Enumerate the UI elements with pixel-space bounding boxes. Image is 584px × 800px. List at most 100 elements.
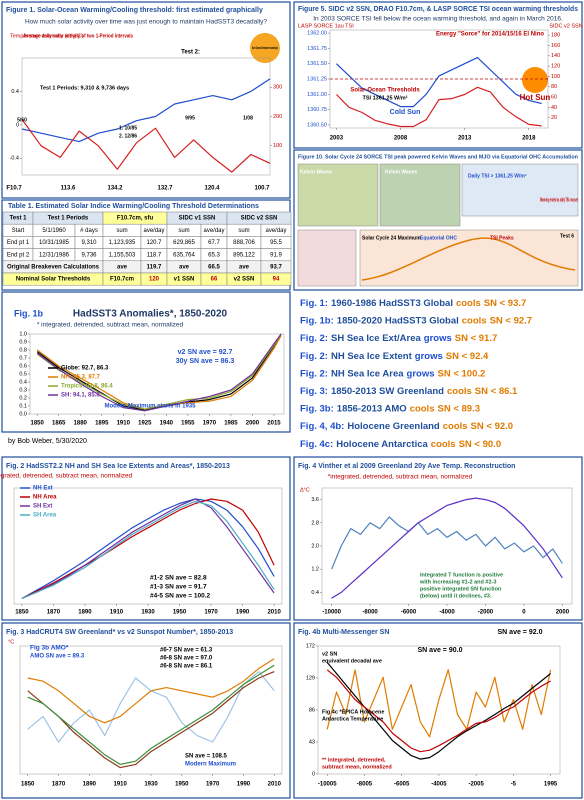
finding-part: SN < 86.1 (475, 386, 518, 397)
x-tick-label: 1910 (110, 610, 124, 616)
annotation: F10.7 (6, 186, 22, 192)
y-tick-label: 0.1 (19, 403, 27, 409)
table-text: 66 (211, 277, 218, 283)
table-text: sum (116, 228, 127, 234)
x-tick-label: 1880 (74, 421, 88, 427)
x-tick-label: 1990 (236, 610, 250, 616)
y-tick-label: 0.4 (11, 89, 19, 95)
x-tick-label: 1950 (173, 610, 187, 616)
series-line (27, 658, 275, 724)
table-text: 635,764 (173, 252, 195, 258)
x-tick-label: 1985 (224, 421, 238, 427)
series-line (21, 498, 275, 600)
sun-icon (250, 33, 280, 63)
y-axis-label: Temperature anomaly (deg C) (10, 33, 83, 39)
y-tick-label: 0.4 (19, 379, 27, 385)
author: by Bob Weber, 5/30/2020 (8, 438, 87, 445)
table-text: 1,123,935 (109, 240, 136, 246)
finding-part: cools (462, 315, 487, 326)
table-text: Original Breakeven Calculations (7, 264, 100, 270)
x-tick-label: 1995 (544, 782, 558, 788)
x-tick-label: 1970 (203, 421, 217, 427)
annotation: Modern Maximum (185, 762, 236, 768)
x-tick-label: 0 (522, 610, 526, 616)
y-tick-label: 1361.00 (307, 92, 327, 98)
table-text: 10/31/1985 (39, 240, 70, 246)
table-text: Test 1 (10, 216, 28, 222)
annotation: 1. 10/85 (119, 125, 137, 131)
annotation: SN ave = 108.5 (185, 754, 228, 760)
table-text: ave/day (265, 228, 286, 234)
annotation: Test 2: (181, 50, 200, 56)
annotation: 113.6 (61, 186, 76, 192)
chart-subtitle: * integrated, detrended, subtract mean, … (37, 322, 184, 329)
x-tick-label: -2000 (478, 610, 494, 616)
annotation: (below) until it declines, #3. (420, 593, 492, 599)
y-tick-label: 1360.50 (307, 122, 327, 128)
annotation: Test 1 Periods: 9,310 & 9,736 days (40, 85, 129, 91)
chart-title: Fig. 3 HadCRUT4 SW Greenland* vs v2 Suns… (6, 629, 233, 636)
fig4b-panel (293, 622, 583, 799)
finding: Fig. 1b: 1850-2020 HadSST3 Global cools SN … (300, 315, 532, 326)
table-text: 120 (149, 277, 160, 283)
x-tick-label: 1970 (204, 610, 218, 616)
y-tick-label: 3.6 (311, 497, 319, 503)
y2-tick-label: 40 (551, 105, 557, 111)
chart-title: HadSST3 Anomalies*, 1850-2020 (73, 309, 228, 320)
y-tick-label: 1.2 (311, 567, 319, 573)
y-axis-label: °C (8, 639, 14, 645)
finding-part: Fig. 2: (300, 350, 328, 361)
y-tick-label: 1362.00 (307, 31, 327, 37)
y-tick-label: 86 (309, 707, 315, 713)
y2-tick-label: 140 (551, 53, 560, 59)
finding-part: SN < 92.0 (471, 421, 514, 432)
table-text: 94 (273, 277, 280, 283)
x-tick-label: 1895 (95, 421, 109, 427)
x-tick-label: 2003 (330, 136, 344, 142)
finding-part: cools (443, 421, 468, 432)
x-tick-label: -6000 (401, 610, 417, 616)
table-text: sum (178, 228, 189, 234)
annotation: subtract mean, normalized (322, 764, 392, 770)
annotation: positive integrated SN function (420, 586, 502, 592)
annotation: 9/95 (185, 115, 195, 121)
y-tick-label: 0.7 (19, 355, 27, 361)
finding-part: 1960-1986 HadSST3 Global (331, 298, 453, 309)
table-text: 66.5 (208, 264, 220, 270)
annotation: equivalent decadal ave (322, 658, 382, 664)
y-tick-label: 1361.75 (307, 46, 327, 52)
x-tick-label: 2010 (267, 610, 281, 616)
legend-label: SH Area (33, 513, 57, 519)
x-tick-label: 1865 (52, 421, 66, 427)
annotation: ** integrated, detrended, (322, 757, 386, 763)
finding-part: cools (410, 403, 435, 414)
y-tick-label: 0.0 (19, 411, 27, 417)
y2-tick-label: 80 (551, 84, 557, 90)
legend-label: SH Ext (33, 504, 52, 510)
chart-title: Fig. 4b Multi-Messenger SN (298, 629, 389, 636)
table-text: 119.7 (147, 264, 162, 270)
fig10-label: Kelvin Waves (300, 169, 332, 175)
annotation: AMO SN ave = 89.3 (30, 654, 85, 660)
y2-tick-label: 100 (551, 74, 560, 80)
figure-label: Fig. 1b (14, 308, 44, 318)
finding-part: SH Sea Ice Ext/Area (331, 333, 421, 344)
x-tick-label: 1925 (138, 421, 152, 427)
fig10-label: Daily TSI > 1361.25 W/m² (468, 173, 527, 179)
annotation: v2 SN ave = 92.7 (178, 349, 233, 356)
fig10-label: Equatorial OHC (420, 235, 457, 241)
table-text: 5/1/1960 (42, 228, 66, 234)
fig10-curve (361, 237, 576, 281)
finding-part: Fig. 1b: (300, 315, 334, 326)
annotation: 132.7 (157, 186, 173, 192)
table-text: v2 SSN (234, 277, 255, 283)
annotation: Modern Maximum starts in 1935 (104, 404, 196, 410)
y-tick-label: 129 (306, 675, 315, 681)
table-text: ave (117, 264, 128, 270)
finding-part: NH Sea Ice Area (331, 368, 404, 379)
y2-tick-label: 200 (273, 114, 282, 120)
y-tick-label: -0.4 (10, 156, 19, 162)
fig10-image (461, 163, 579, 217)
x-tick-label: 2015 (267, 421, 281, 427)
